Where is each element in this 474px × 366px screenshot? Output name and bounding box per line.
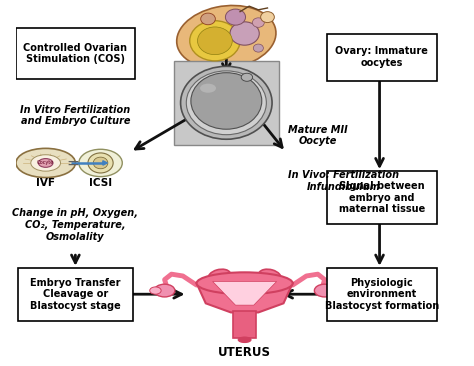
Ellipse shape	[197, 272, 292, 294]
Ellipse shape	[241, 73, 253, 81]
FancyBboxPatch shape	[327, 171, 437, 224]
Ellipse shape	[16, 148, 75, 178]
FancyBboxPatch shape	[327, 34, 437, 81]
Ellipse shape	[181, 66, 272, 139]
Ellipse shape	[79, 149, 122, 177]
Ellipse shape	[31, 155, 61, 171]
Text: ICSI: ICSI	[89, 178, 112, 188]
Text: Controlled Ovarian
Stimulation (COS): Controlled Ovarian Stimulation (COS)	[23, 43, 128, 64]
Circle shape	[198, 27, 232, 55]
Text: =: =	[67, 156, 80, 171]
Ellipse shape	[155, 284, 175, 297]
Bar	[233, 311, 256, 338]
Ellipse shape	[328, 287, 339, 294]
Circle shape	[252, 18, 264, 27]
Polygon shape	[213, 281, 277, 305]
Ellipse shape	[150, 287, 161, 294]
Circle shape	[253, 44, 264, 52]
FancyBboxPatch shape	[18, 268, 133, 321]
Ellipse shape	[314, 284, 335, 297]
FancyBboxPatch shape	[327, 268, 437, 321]
Polygon shape	[103, 161, 108, 165]
Text: IVF: IVF	[36, 178, 55, 188]
Text: Embryo Transfer
Cleavage or
Blastocyst stage: Embryo Transfer Cleavage or Blastocyst s…	[30, 277, 121, 311]
Ellipse shape	[93, 157, 108, 169]
Polygon shape	[197, 283, 292, 313]
Ellipse shape	[186, 71, 266, 135]
Ellipse shape	[38, 158, 53, 167]
Circle shape	[190, 21, 240, 61]
Text: Ovary: Immature
oocytes: Ovary: Immature oocytes	[336, 46, 428, 68]
Ellipse shape	[209, 269, 230, 283]
Bar	[174, 61, 279, 145]
Ellipse shape	[177, 5, 276, 69]
Ellipse shape	[259, 269, 281, 283]
Ellipse shape	[88, 153, 113, 173]
Text: In Vivo: Fertilization
Infundibulum: In Vivo: Fertilization Infundibulum	[288, 171, 399, 192]
Ellipse shape	[191, 73, 262, 129]
Text: Physiologic
environment
Blastocyst formation: Physiologic environment Blastocyst forma…	[325, 277, 439, 311]
Text: Signal between
embryo and
maternal tissue: Signal between embryo and maternal tissu…	[339, 181, 425, 214]
Text: Change in pH, Oxygen,
CO₂, Temperature,
Osmolality: Change in pH, Oxygen, CO₂, Temperature, …	[12, 208, 138, 242]
Ellipse shape	[200, 84, 216, 93]
Text: UTERUS: UTERUS	[218, 346, 271, 359]
Ellipse shape	[238, 337, 251, 343]
Circle shape	[201, 13, 215, 25]
Circle shape	[230, 22, 259, 45]
Text: Oocyte: Oocyte	[37, 160, 55, 165]
Circle shape	[261, 12, 274, 23]
Text: In Vitro Fertilization
and Embryo Culture: In Vitro Fertilization and Embryo Cultur…	[20, 105, 130, 126]
FancyBboxPatch shape	[16, 28, 135, 79]
Circle shape	[226, 9, 246, 25]
Text: Mature MII
Oocyte: Mature MII Oocyte	[288, 125, 348, 146]
